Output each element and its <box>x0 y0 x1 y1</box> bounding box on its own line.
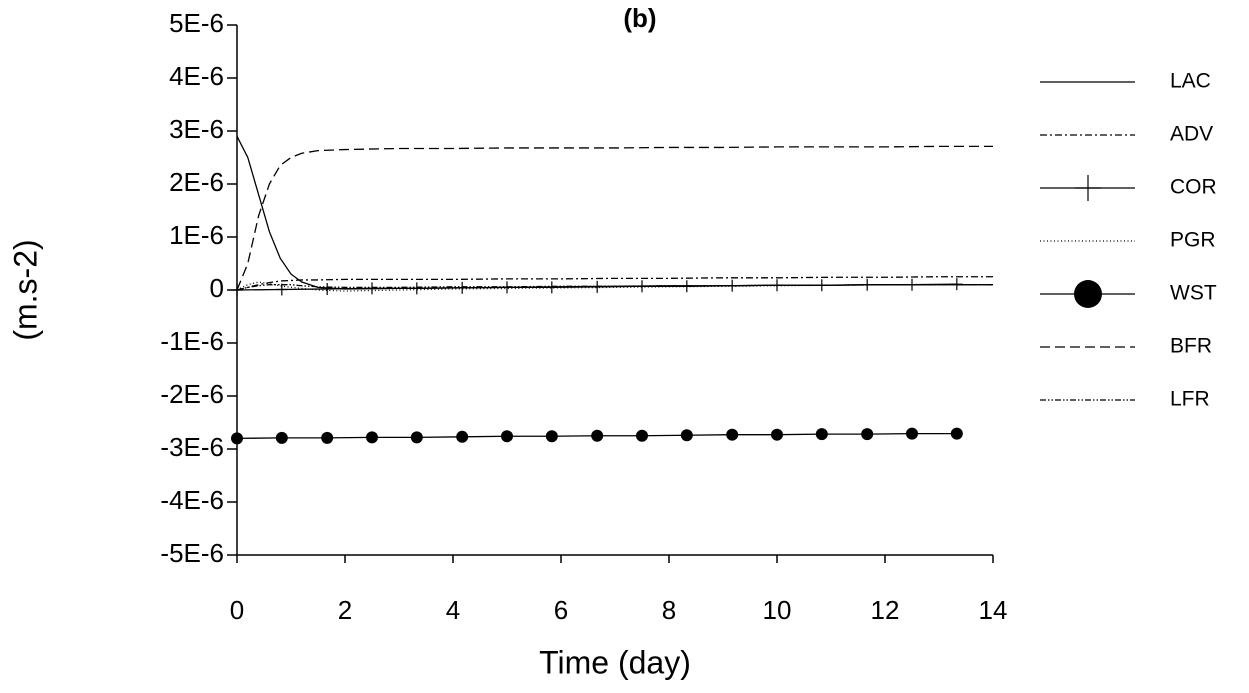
marker <box>771 428 783 441</box>
legend-label: LFR <box>1170 388 1210 411</box>
x-tick-label: 4 <box>446 595 460 625</box>
x-axis-label: Time (day) <box>539 644 691 680</box>
legend-label: LAC <box>1170 70 1211 93</box>
legend-label: PGR <box>1170 229 1216 252</box>
marker <box>410 282 423 295</box>
marker <box>861 428 874 441</box>
marker <box>950 427 963 440</box>
marker <box>410 431 423 444</box>
marker <box>456 430 469 443</box>
marker <box>1075 175 1101 201</box>
marker <box>591 429 604 442</box>
x-tick-label: 2 <box>338 595 352 625</box>
y-tick-label: 0 <box>210 273 224 303</box>
x-tick-label: 0 <box>230 595 244 625</box>
y-tick-label: 4E-6 <box>169 61 224 91</box>
marker <box>636 429 648 442</box>
y-axis-label: (m.s-2) <box>7 239 43 340</box>
marker <box>906 427 918 440</box>
marker <box>501 430 513 443</box>
marker <box>231 432 243 445</box>
marker <box>366 282 378 295</box>
marker <box>456 281 469 294</box>
marker <box>321 282 334 295</box>
marker <box>275 283 288 296</box>
series-line <box>236 136 993 290</box>
marker <box>545 281 558 294</box>
marker <box>1074 280 1102 308</box>
marker <box>815 428 828 441</box>
marker <box>366 431 378 444</box>
x-tick-label: 10 <box>763 595 792 625</box>
y-tick-label: 2E-6 <box>169 167 224 197</box>
y-tick-label: -3E-6 <box>160 432 224 462</box>
legend-label: COR <box>1170 176 1217 199</box>
y-tick-label: -1E-6 <box>160 326 224 356</box>
marker <box>321 431 334 444</box>
y-tick-label: 1E-6 <box>169 220 224 250</box>
marker <box>726 428 739 441</box>
marker <box>275 431 288 444</box>
legend-label: WST <box>1170 282 1217 305</box>
marker <box>545 430 558 443</box>
x-tick-label: 14 <box>979 595 1008 625</box>
y-tick-label: 5E-6 <box>169 8 224 38</box>
marker <box>680 429 693 442</box>
series-line <box>236 276 993 291</box>
x-tick-label: 8 <box>662 595 676 625</box>
x-tick-label: 12 <box>871 595 900 625</box>
series-line <box>236 281 993 292</box>
legend-label: BFR <box>1170 335 1212 358</box>
legend-label: ADV <box>1170 123 1213 146</box>
x-tick-label: 6 <box>554 595 568 625</box>
y-tick-label: 3E-6 <box>169 114 224 144</box>
series-line <box>236 145 993 291</box>
chart-title: (b) <box>623 3 656 33</box>
y-tick-label: -2E-6 <box>160 379 224 409</box>
y-tick-label: -5E-6 <box>160 538 224 568</box>
y-tick-label: -4E-6 <box>160 485 224 515</box>
